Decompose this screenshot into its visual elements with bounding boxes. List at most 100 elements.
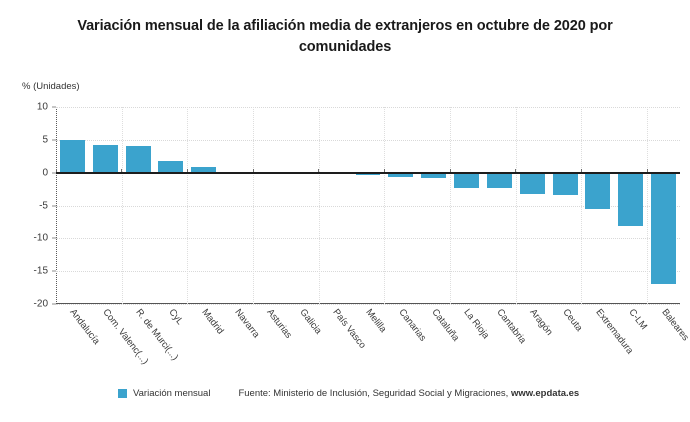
y-axis-tick-label: -10: [33, 232, 48, 244]
y-axis-tick-label: -20: [33, 298, 48, 310]
chart-legend[interactable]: Variación mensual: [118, 388, 210, 399]
page-title: Variación mensual de la afiliación media…: [77, 18, 613, 56]
bar[interactable]: [158, 160, 184, 173]
x-axis-tick-mark: [449, 168, 451, 172]
source-site-link[interactable]: www.epdata.es: [510, 388, 580, 399]
bar-slot: [483, 107, 516, 304]
x-axis-tick-mark: [580, 168, 582, 172]
bar-slot: [56, 107, 89, 304]
bar-slot: [220, 107, 253, 304]
chart-footer: Variación mensual Fuente: Ministerio de …: [0, 388, 690, 422]
x-axis-baseline: [56, 303, 680, 304]
x-gridline: [450, 107, 452, 304]
x-axis-category-label: Galicia: [297, 307, 324, 337]
x-axis-category-labels: Andalucía Com. Valenc(...) R. de Murci(...…: [56, 307, 690, 387]
x-gridline: [384, 107, 386, 304]
x-axis-tick-mark: [515, 168, 517, 172]
bar-slot: [647, 107, 680, 304]
x-gridline: [318, 107, 320, 304]
bar-slot: [384, 107, 417, 304]
y-axis-tick-label: 0: [42, 167, 48, 179]
x-axis-tick-mark: [55, 168, 57, 172]
source-prefix: Fuente: Ministerio de Inclusión, Segurid…: [238, 388, 511, 399]
x-gridline: [253, 107, 255, 304]
x-axis-category-label: CyL: [166, 307, 186, 327]
bar[interactable]: [618, 172, 644, 226]
legend-swatch-icon: [118, 389, 127, 398]
bar[interactable]: [519, 172, 545, 195]
bar[interactable]: [92, 145, 118, 173]
x-axis-category-label: Ceuta: [560, 307, 585, 334]
x-axis-category-label: Madrid: [199, 307, 226, 337]
x-axis-category-label: Andalucía: [67, 307, 103, 347]
x-axis-category-label: Baleares: [658, 307, 690, 344]
bar-slot: [286, 107, 319, 304]
bar-series: [56, 107, 680, 304]
x-axis-category-label: Aragón: [527, 307, 555, 338]
y-axis-tick-mark: [52, 237, 56, 239]
zero-axis-line: [56, 171, 680, 174]
y-axis-tick-label: 5: [42, 134, 48, 146]
y-axis-tick-mark: [52, 139, 56, 141]
x-axis-category-label: Melilla: [363, 307, 389, 335]
bar[interactable]: [486, 172, 512, 189]
legend-label: Variación mensual: [133, 388, 211, 399]
bar[interactable]: [552, 172, 578, 195]
bar[interactable]: [421, 172, 447, 178]
bar[interactable]: [651, 172, 677, 285]
bar-slot: [549, 107, 582, 304]
x-gridline: [121, 107, 123, 304]
x-gridline: [647, 107, 649, 304]
bar[interactable]: [454, 172, 479, 188]
chart-canvas: 10 5 0 -5 -10 -15 -20: [34, 102, 680, 310]
y-axis-tick-label: -5: [39, 200, 48, 211]
y-gridline: [56, 205, 680, 207]
bar-slot: [581, 107, 614, 304]
bar-slot: [253, 107, 286, 304]
x-axis-category-label: Navarra: [231, 307, 262, 341]
bar-slot: [319, 107, 352, 304]
y-gridline: [56, 238, 680, 240]
x-axis-category-label: C-LM: [626, 307, 649, 332]
y-axis-tick-mark: [52, 172, 56, 174]
y-axis-tick-mark: [52, 270, 56, 272]
chart-plot-area: 10 5 0 -5 -10 -15 -20: [0, 102, 690, 310]
x-axis-category-label: Cataluña: [428, 307, 461, 344]
y-axis-tick-mark: [52, 106, 56, 108]
x-axis-category-label: Asturias: [264, 307, 295, 341]
x-gridline: [515, 107, 517, 304]
x-axis-category-label: La Rioja: [461, 307, 492, 341]
x-axis-tick-mark: [646, 168, 648, 172]
y-gridline: [56, 139, 680, 141]
x-axis-category-label: Cantabria: [494, 307, 529, 346]
bar-slot: [155, 107, 188, 304]
bar-slot: [614, 107, 647, 304]
bar[interactable]: [59, 139, 85, 173]
source-note: Fuente: Ministerio de Inclusión, Segurid…: [238, 388, 579, 399]
x-gridline: [187, 107, 189, 304]
x-axis-category-label: Canarias: [396, 307, 428, 344]
y-gridline: [56, 304, 680, 305]
y-axis-tick-label: 10: [36, 101, 48, 113]
bar-slot: [450, 107, 483, 304]
bar-slot: [516, 107, 549, 304]
bar-slot: [122, 107, 155, 304]
y-gridline: [56, 271, 680, 273]
y-axis-tick-mark: [52, 205, 56, 206]
y-gridline: [56, 107, 680, 108]
bar[interactable]: [585, 172, 611, 209]
bar[interactable]: [125, 146, 151, 173]
bar[interactable]: [388, 172, 414, 178]
bar[interactable]: [191, 167, 217, 173]
y-axis-tick-label: -15: [33, 265, 48, 277]
x-axis-tick-mark: [121, 168, 123, 172]
x-axis-tick-mark: [186, 168, 188, 172]
bar-slot: [187, 107, 220, 304]
x-axis-tick-mark: [252, 168, 254, 172]
bar-slot: [89, 107, 122, 304]
bar-slot: [417, 107, 450, 304]
x-axis-tick-mark: [383, 168, 385, 172]
x-gridline: [581, 107, 583, 304]
y-axis-unit-caption: % (Unidades): [22, 81, 80, 92]
y-axis-tick-mark: [52, 303, 56, 305]
